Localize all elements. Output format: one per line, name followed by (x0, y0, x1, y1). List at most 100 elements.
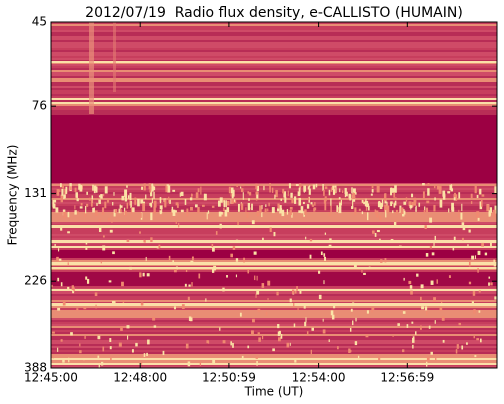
spectrum-speckle (330, 205, 332, 213)
spectrum-speckle (352, 302, 355, 306)
spectrum-speckle (113, 192, 115, 196)
spectrum-row (51, 54, 497, 56)
spectrum-row (51, 198, 497, 200)
spectrum-speckle (166, 184, 169, 189)
spectrum-speckle (140, 212, 142, 218)
spectrum-speckle (265, 311, 268, 316)
spectrum-speckle (276, 208, 280, 212)
spectrum-speckle (150, 190, 153, 197)
spectrum-speckle (413, 197, 417, 206)
spectrum-speckle (211, 205, 215, 208)
spectrum-speckle (371, 184, 374, 189)
spectrum-speckle (476, 338, 480, 341)
spectrum-speckle (277, 331, 280, 337)
spectrum-speckle (468, 281, 472, 285)
spectrum-speckle (481, 194, 485, 197)
spectrum-speckle (245, 207, 247, 214)
spectrogram (51, 22, 498, 369)
spectrum-speckle (60, 282, 63, 287)
spectrum-speckle (220, 211, 223, 215)
spectrum-speckle (222, 340, 226, 344)
spectrum-speckle (130, 200, 132, 209)
spectrum-speckle (352, 192, 356, 200)
spectrum-speckle (62, 185, 64, 189)
spectrum-speckle (309, 254, 312, 259)
spectrum-speckle (145, 256, 147, 262)
spectrum-speckle (471, 301, 474, 304)
spectrum-speckle (168, 196, 170, 203)
spectrum-speckle (405, 197, 408, 202)
spectrum-row (51, 366, 497, 368)
spectrum-speckle (188, 284, 191, 287)
spectrum-row (51, 92, 497, 94)
spectrum-row (51, 88, 497, 90)
spectrum-speckle (92, 184, 94, 191)
spectrum-speckle (96, 202, 98, 206)
spectrum-speckle (352, 320, 354, 326)
spectrum-speckle (426, 361, 428, 367)
spectrum-speckle (51, 284, 53, 288)
spectrum-speckle (56, 256, 59, 261)
x-axis-label: Time (UT) (244, 385, 304, 399)
spectrum-speckle (332, 185, 335, 191)
spectrum-speckle (384, 258, 387, 263)
spectrum-speckle (212, 247, 215, 252)
spectrum-line (51, 98, 497, 100)
spectrum-speckle (440, 300, 443, 303)
spectrum-speckle (150, 237, 153, 243)
spectrum-speckle (230, 341, 232, 346)
spectrum-speckle (297, 308, 299, 312)
spectrum-speckle (294, 290, 297, 294)
spectrum-speckle (224, 209, 228, 217)
spectrum-speckle (420, 296, 422, 302)
x-tick-label: 12:56:59 (380, 371, 434, 385)
spectrum-speckle (348, 349, 352, 353)
spectrum-speckle (190, 260, 194, 264)
spectrum-speckle (91, 195, 94, 203)
spectrum-speckle (375, 209, 377, 215)
spectrum-speckle (67, 262, 69, 266)
spectrum-speckle (256, 275, 258, 281)
spectrum-speckle (212, 359, 216, 365)
spectrum-row (51, 78, 497, 80)
spectrum-speckle (337, 209, 340, 212)
spectrum-speckle (68, 357, 70, 363)
spectrum-speckle (173, 210, 177, 213)
spectrum-row (51, 34, 497, 36)
spectrum-speckle (470, 193, 473, 199)
spectrum-speckle (466, 342, 468, 345)
spectrum-speckle (145, 313, 147, 316)
spectrum-speckle (258, 337, 261, 342)
spectrum-speckle (480, 338, 482, 343)
spectrum-speckle (94, 292, 98, 297)
spectrum-speckle (255, 183, 258, 190)
spectrum-row (51, 230, 497, 232)
spectrum-speckle (442, 190, 446, 197)
spectrum-speckle (257, 308, 261, 313)
spectrum-speckle (436, 279, 438, 284)
spectrum-speckle (151, 198, 153, 204)
spectrum-speckle (376, 229, 380, 233)
spectrum-speckle (211, 243, 214, 247)
spectrum-speckle (78, 183, 81, 190)
spectrum-speckle (399, 205, 402, 213)
spectrum-speckle (384, 204, 387, 212)
spectrum-speckle (206, 212, 208, 220)
spectrum-speckle (425, 253, 429, 257)
spectrum-speckle (402, 311, 406, 314)
spectrum-speckle (323, 199, 327, 204)
spectrum-speckle (468, 229, 471, 233)
spectrum-speckle (148, 183, 151, 190)
spectrum-speckle (404, 210, 406, 215)
spectrum-speckle (277, 324, 280, 329)
spectrum-speckle (310, 349, 312, 355)
spectrum-speckle (141, 362, 143, 365)
spectrum-speckle (98, 218, 101, 222)
spectrum-speckle (98, 364, 100, 369)
spectrum-speckle (171, 206, 174, 213)
spectrum-speckle (102, 245, 106, 251)
spectrum-speckle (108, 280, 112, 283)
spectrum-speckle (273, 231, 276, 237)
spectrum-row (51, 312, 497, 314)
